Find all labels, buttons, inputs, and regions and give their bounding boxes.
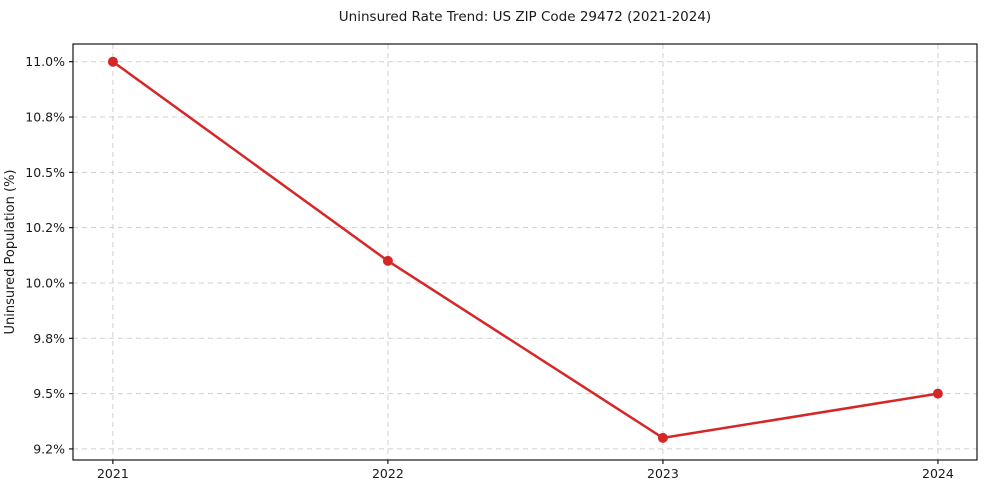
plot-border <box>72 43 978 461</box>
x-tick-label: 2024 <box>922 466 954 481</box>
x-tick-label: 2022 <box>372 466 404 481</box>
data-point-marker <box>107 56 118 67</box>
y-tick-label: 10.8% <box>25 110 65 125</box>
y-tick-label: 9.5% <box>33 386 65 401</box>
x-tick-label: 2021 <box>97 466 129 481</box>
data-series <box>107 56 943 443</box>
x-tick-label: 2023 <box>647 466 679 481</box>
y-tick-label: 11.0% <box>25 54 65 69</box>
y-tick-label: 9.2% <box>33 441 65 456</box>
data-point-marker <box>932 388 943 399</box>
y-tick-label: 10.5% <box>25 165 65 180</box>
data-point-marker <box>657 432 668 443</box>
y-tick-label: 9.8% <box>33 331 65 346</box>
gridlines <box>73 44 977 460</box>
y-tick-label: 10.0% <box>25 275 65 290</box>
chart-title: Uninsured Rate Trend: US ZIP Code 29472 … <box>339 9 711 25</box>
trend-line <box>111 60 940 440</box>
axis-ticks: 9.2% 9.5% 9.8% 10.0% 10.2% 10.5% 10.8% 11.0% 202… <box>25 54 954 481</box>
y-axis-label: Uninsured Population (%) <box>3 170 18 335</box>
data-point-marker <box>382 255 393 266</box>
y-tick-label: 10.2% <box>25 220 65 235</box>
